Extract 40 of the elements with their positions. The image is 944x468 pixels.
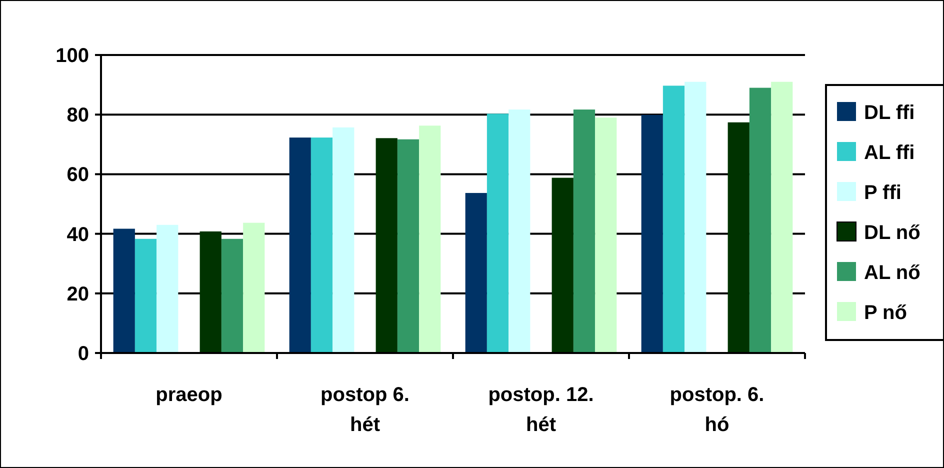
- bar: [771, 82, 793, 353]
- x-tick-label: postop 6. hét: [320, 384, 410, 436]
- legend-label: DL ffi: [864, 102, 915, 124]
- bar: [310, 138, 333, 353]
- bar: [221, 238, 244, 353]
- y-tick-label: 60: [66, 164, 89, 186]
- bar: [113, 228, 135, 353]
- bar: [749, 88, 772, 353]
- bar: [289, 138, 311, 353]
- bar: [156, 224, 178, 353]
- bar: [573, 110, 596, 353]
- x-tick-label: postop. 6. hó: [670, 384, 764, 436]
- bar: [728, 122, 750, 353]
- bar: [508, 110, 530, 353]
- bar: [465, 192, 487, 353]
- legend-label: AL nő: [864, 262, 920, 284]
- bar: [641, 114, 663, 353]
- bar: [486, 114, 509, 353]
- bar: [200, 231, 222, 353]
- bar: [376, 138, 398, 353]
- legend-label: P nő: [864, 302, 907, 324]
- x-tick-label: postop. 12. hét: [488, 384, 594, 436]
- y-tick-label: 100: [56, 45, 89, 67]
- legend-label: AL ffi: [864, 142, 915, 164]
- y-tick-label: 20: [66, 283, 89, 306]
- y-tick-label: 40: [66, 224, 89, 246]
- bar: [419, 126, 441, 353]
- bar: [243, 222, 265, 353]
- bar: [684, 82, 706, 353]
- y-tick-label: 80: [66, 104, 89, 127]
- bar: [397, 139, 420, 353]
- bar: [332, 127, 354, 353]
- bar: [595, 118, 617, 353]
- bar: [662, 86, 685, 353]
- y-tick-label: 0: [78, 343, 89, 365]
- x-tick-label: praeop: [156, 384, 222, 406]
- legend-label: P ffi: [864, 182, 902, 204]
- bar: [134, 238, 157, 353]
- legend-label: DL nő: [864, 222, 920, 244]
- bar: [552, 178, 574, 353]
